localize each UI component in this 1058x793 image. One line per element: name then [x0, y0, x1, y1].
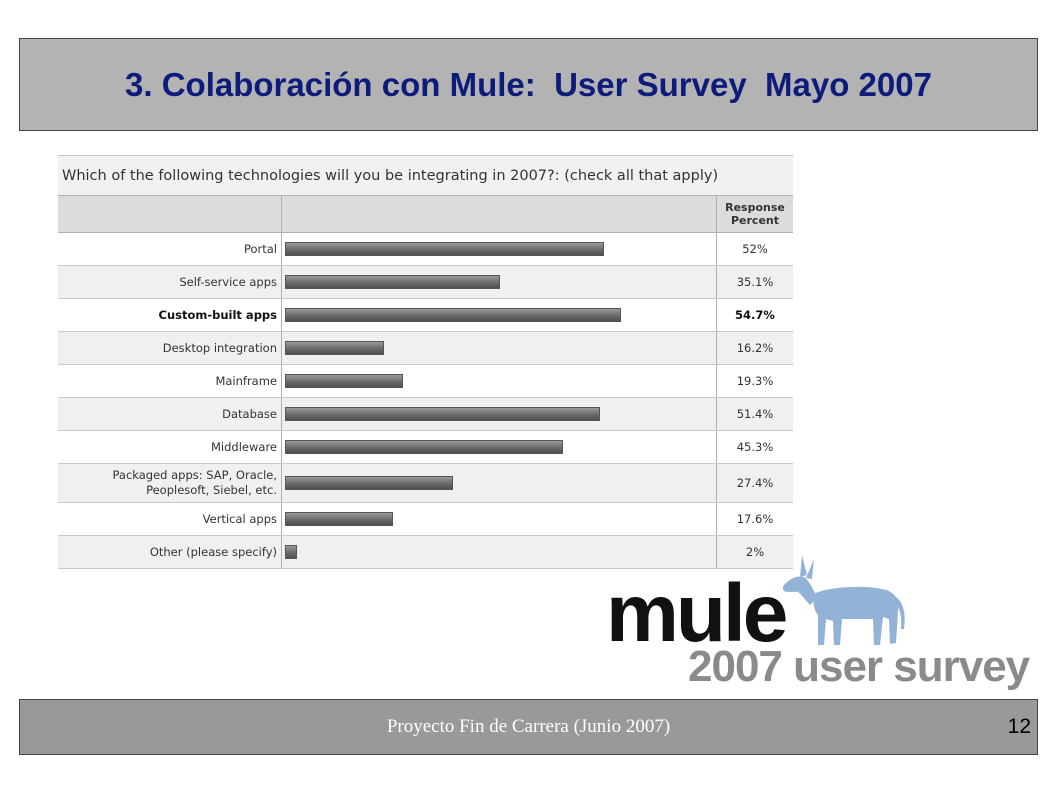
table-row: Portal 52% [58, 233, 793, 266]
survey-chart: Which of the following technologies will… [58, 155, 793, 570]
category-label: Middleware [58, 431, 282, 463]
bar [285, 545, 298, 559]
title-box: 3. Colaboración con Mule: User Survey Ma… [19, 38, 1038, 131]
percent-label: 54.7% [735, 308, 775, 322]
bar-cell [282, 536, 717, 568]
category-label: Portal [58, 233, 282, 265]
slide-title: 3. Colaboración con Mule: User Survey Ma… [125, 65, 932, 103]
bar-cell [282, 398, 717, 430]
table-row: Packaged apps: SAP, Oracle, Peoplesoft, S… [58, 464, 793, 503]
category-label: Custom-built apps [58, 299, 282, 331]
percent-label: 27.4% [736, 476, 774, 490]
bar-cell [282, 332, 717, 364]
percent-label: 51.4% [736, 407, 774, 421]
table-row: Mainframe 19.3% [58, 365, 793, 398]
category-label: Desktop integration [58, 332, 282, 364]
bar-cell [282, 299, 717, 331]
category-label: Database [58, 398, 282, 430]
mule-survey-logo: mule 2007 user survey [606, 555, 1032, 690]
percent-label: 17.6% [736, 512, 774, 526]
percent-label: 52% [742, 242, 768, 256]
category-label: Mainframe [58, 365, 282, 397]
bar [285, 407, 601, 421]
survey-question: Which of the following technologies will… [58, 155, 793, 195]
bar-cell [282, 266, 717, 298]
footer-text: Proyecto Fin de Carrera (Junio 2007) [386, 716, 671, 737]
bar [285, 512, 393, 526]
bar [285, 374, 404, 388]
bar-cell [282, 464, 717, 502]
table-row: Middleware 45.3% [58, 431, 793, 464]
category-label: Other (please specify) [58, 536, 282, 568]
bar [285, 341, 385, 355]
category-label: Vertical apps [58, 503, 282, 535]
header-bar-column [282, 196, 717, 232]
bar [285, 476, 454, 490]
response-percent-header: Response Percent [725, 201, 785, 227]
category-label: Self-service apps [58, 266, 282, 298]
bar [285, 242, 604, 256]
page-number: 12 [1007, 715, 1031, 738]
bar [285, 440, 563, 454]
table-row: Database 51.4% [58, 398, 793, 431]
bar-cell [282, 431, 717, 463]
table-row: Self-service apps 35.1% [58, 266, 793, 299]
header-label-column [58, 196, 282, 232]
table-row: Vertical apps 17.6% [58, 503, 793, 536]
bar-cell [282, 365, 717, 397]
logo-tagline-text: 2007 user survey [688, 642, 1031, 690]
table-header: Response Percent [58, 195, 793, 233]
bar [285, 275, 501, 289]
percent-label: 45.3% [736, 440, 774, 454]
donkey-icon [782, 555, 905, 645]
percent-label: 19.3% [736, 374, 774, 388]
bar [285, 308, 621, 322]
percent-label: 2% [745, 545, 765, 559]
table-row: Other (please specify) 2% [58, 536, 793, 569]
percent-label: 16.2% [736, 341, 774, 355]
table-row: Desktop integration 16.2% [58, 332, 793, 365]
table-row: Custom-built apps 54.7% [58, 299, 793, 332]
bar-cell [282, 503, 717, 535]
logo-brand-text: mule [606, 568, 786, 659]
bar-cell [282, 233, 717, 265]
survey-rows: Portal 52% Self-service apps 35.1% Custom-bu… [58, 233, 793, 569]
category-label: Packaged apps: SAP, Oracle, Peoplesoft, S… [58, 464, 282, 502]
footer-box: Proyecto Fin de Carrera (Junio 2007) 12 [19, 699, 1038, 755]
percent-label: 35.1% [736, 275, 774, 289]
